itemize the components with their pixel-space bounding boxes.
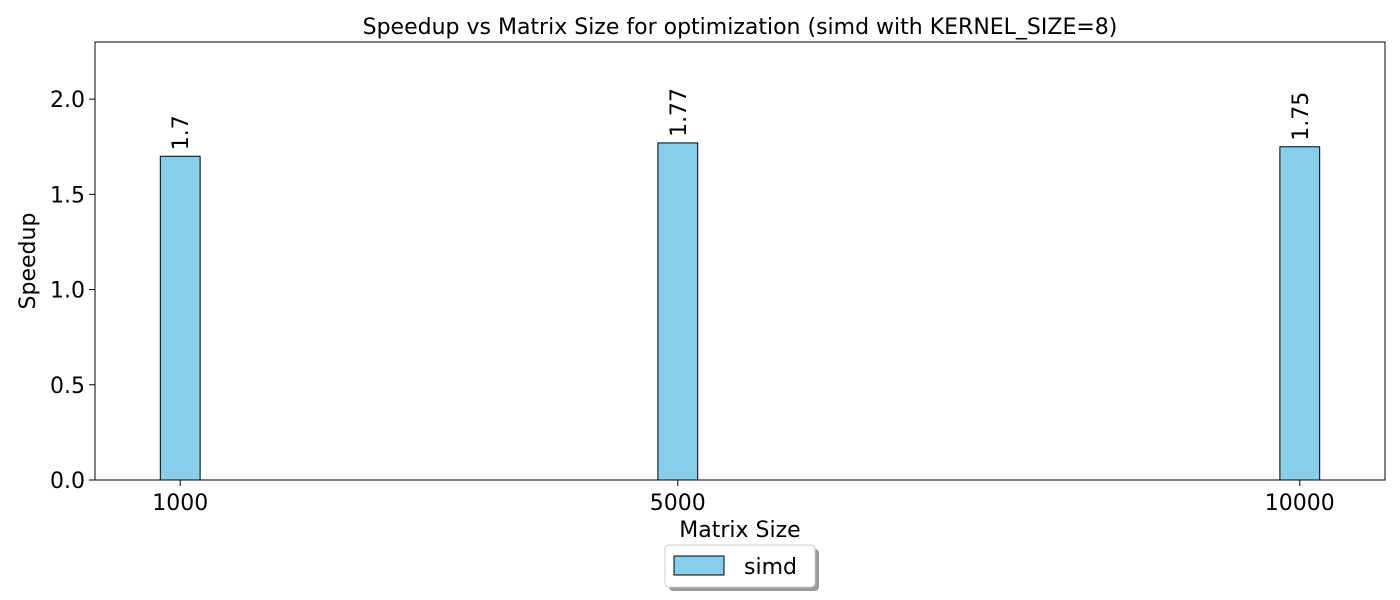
data-label-10000: 1.75 — [1289, 92, 1314, 141]
data-labels-layer: 1.7 1.77 1.75 — [169, 88, 1314, 150]
y-tick-label: 2.0 — [50, 88, 85, 113]
y-tick-label: 1.5 — [50, 183, 85, 208]
chart-title: Speedup vs Matrix Size for optimization … — [363, 15, 1118, 40]
legend-entry-simd: simd — [744, 555, 797, 580]
x-axis: 1000 5000 10000 — [152, 480, 1335, 516]
plot-frame — [94, 41, 1386, 481]
bars-layer — [159, 142, 1321, 481]
bar-10000 — [1279, 146, 1321, 481]
data-label-5000: 1.77 — [667, 88, 692, 137]
y-axis: 0.0 0.5 1.0 1.5 2.0 — [50, 88, 95, 494]
y-tick-label: 1.0 — [50, 279, 85, 304]
y-tick-label: 0.0 — [50, 469, 85, 494]
x-tick-label: 10000 — [1265, 491, 1335, 516]
legend-swatch-simd — [673, 555, 725, 576]
x-tick-label: 1000 — [152, 491, 208, 516]
bar-1000 — [159, 155, 201, 481]
x-tick-label: 5000 — [650, 491, 706, 516]
data-label-1000: 1.7 — [169, 115, 194, 150]
legend: simd — [664, 544, 819, 591]
bar-5000 — [657, 142, 699, 481]
y-axis-label: Speedup — [16, 213, 41, 310]
x-axis-label: Matrix Size — [679, 518, 800, 543]
y-tick-label: 0.5 — [50, 374, 85, 399]
